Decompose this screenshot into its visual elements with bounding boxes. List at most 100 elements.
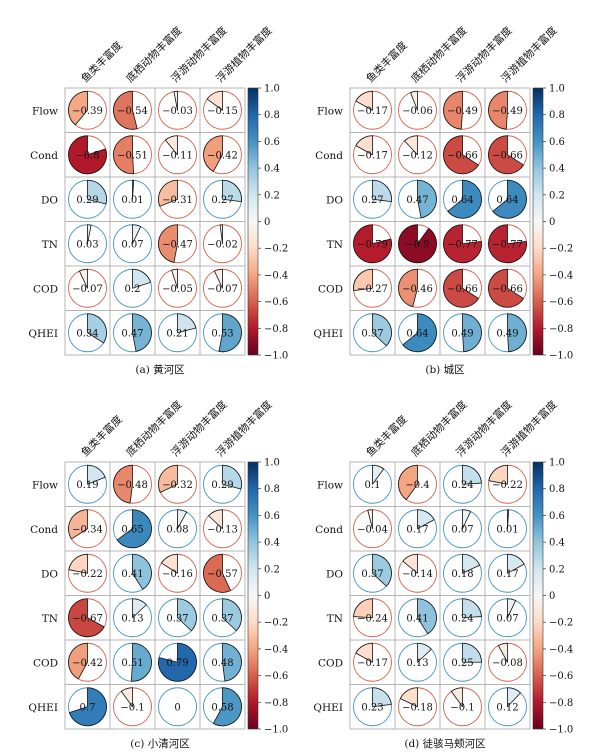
- colorbar-tick-label: 0.8: [549, 110, 565, 121]
- cell-value: 0.37: [361, 328, 383, 339]
- correlation-cell: 0.18: [443, 553, 482, 593]
- cell-value: 0.53: [211, 328, 233, 339]
- row-label: Flow: [317, 479, 343, 491]
- cell-sector: [222, 464, 242, 490]
- correlation-cell: −0.47: [158, 224, 197, 264]
- colorbar-tick-label: 0.6: [549, 511, 565, 522]
- row-label: TN: [327, 613, 343, 625]
- correlation-cell: −0.16: [158, 553, 197, 593]
- cell-sector: [372, 687, 392, 708]
- cell-sector: [116, 509, 152, 549]
- correlation-cell: −0.31: [158, 179, 197, 219]
- cell-sector: [372, 464, 385, 485]
- correlation-cell: −0.66: [488, 135, 527, 175]
- row-label: COD: [318, 657, 343, 669]
- cell-sector: [79, 268, 88, 289]
- correlation-cell: −0.54: [113, 90, 152, 130]
- colorbar-tick-label: 0.8: [264, 110, 280, 121]
- panel-caption: (d) 徒骇马颊河区: [404, 737, 485, 750]
- cell-sector: [212, 687, 242, 727]
- cell-value: 0.23: [361, 702, 383, 713]
- cell-value: 0.37: [166, 613, 188, 624]
- row-label: DO: [41, 568, 58, 580]
- correlation-cell: 0.47: [113, 313, 152, 353]
- correlation-cell: 0.27: [203, 179, 242, 219]
- cell-sector: [203, 135, 223, 172]
- correlation-cell: −0.1: [443, 687, 482, 727]
- cell-value: −0.31: [162, 195, 193, 206]
- correlation-cell: −0.04: [353, 509, 392, 549]
- cell-value: 0.27: [361, 195, 383, 206]
- correlation-cell: −0.51: [113, 135, 152, 175]
- correlation-cell: 0.25: [443, 642, 482, 682]
- cell-value: −0.46: [402, 284, 433, 295]
- correlation-cell: −0.42: [203, 135, 242, 175]
- cell-sector: [372, 553, 392, 587]
- cell-sector: [488, 90, 508, 130]
- cell-value: 0.65: [121, 524, 143, 535]
- cell-value: −0.15: [207, 106, 238, 117]
- correlation-cell: −0.18: [398, 687, 437, 727]
- correlation-cell: 0.48: [203, 642, 242, 682]
- colorbar-tick-label: −0.6: [549, 671, 573, 682]
- cell-sector: [367, 509, 373, 530]
- cell-sector: [132, 224, 141, 245]
- cell-value: −0.22: [492, 480, 523, 491]
- cell-sector: [69, 687, 107, 727]
- correlation-cell: 0.37: [203, 598, 242, 638]
- row-label: DO: [41, 194, 58, 206]
- correlation-cell: −0.07: [203, 268, 242, 308]
- cell-value: −0.07: [72, 284, 103, 295]
- correlation-cell: 0.1: [353, 464, 392, 504]
- correlation-cell: 0.21: [158, 313, 197, 353]
- cell-sector: [158, 464, 178, 493]
- correlation-cell: 0.51: [113, 642, 152, 682]
- cell-sector: [222, 598, 242, 632]
- cell-sector: [219, 224, 223, 245]
- colorbar-tick-label: 0.2: [549, 564, 565, 575]
- cell-sector: [443, 90, 463, 130]
- cell-sector: [161, 553, 178, 574]
- cell-value: −0.02: [207, 239, 238, 250]
- colorbar-tick-label: 0.8: [264, 484, 280, 495]
- cell-value: 0.08: [166, 524, 188, 535]
- cell-value: 0.47: [406, 195, 428, 206]
- cell-sector: [417, 598, 437, 635]
- colorbar-tick-label: 0: [264, 591, 270, 602]
- cell-value: −0.49: [447, 106, 478, 117]
- cell-value: −0.12: [402, 150, 433, 161]
- colorbar: 1.0 0.8 0.6 0.4 0.2 0 −0.2 −0.4 −0.6 −0.8 −1.0: [532, 458, 573, 736]
- row-label: Flow: [317, 105, 343, 117]
- cell-value: −0.17: [357, 658, 388, 669]
- row-label: Cond: [315, 150, 343, 162]
- row-label: QHEI: [313, 702, 343, 714]
- cell-value: −0.24: [357, 613, 388, 624]
- row-label: Flow: [32, 479, 58, 491]
- colorbar-tick-label: −1.0: [549, 725, 573, 736]
- cell-value: −0.57: [207, 569, 238, 580]
- colorbar: 1.0 0.8 0.6 0.4 0.2 0 −0.2 −0.4 −0.6 −0.8 −1.0: [247, 458, 288, 736]
- cell-sector: [497, 642, 508, 663]
- colorbar-tick-label: −0.2: [549, 618, 573, 629]
- correlation-cell: −0.06: [398, 90, 437, 130]
- cell-value: 0.37: [211, 613, 233, 624]
- colorbar-tick-label: −1.0: [549, 351, 573, 362]
- correlation-cell: 0.24: [443, 464, 482, 504]
- cell-value: 0.64: [496, 195, 518, 206]
- cell-value: −0.07: [207, 284, 238, 295]
- cell-value: −0.9: [405, 239, 429, 250]
- cell-sector: [164, 135, 178, 156]
- cell-sector: [68, 553, 88, 574]
- cell-value: 0.07: [121, 239, 143, 250]
- cell-value: 0.01: [121, 195, 143, 206]
- column-label: 鱼类丰富度: [363, 38, 410, 85]
- colorbar-tick-label: −0.8: [549, 324, 573, 335]
- cell-sector: [488, 224, 527, 264]
- cell-value: 0.17: [406, 524, 428, 535]
- correlation-cell: −0.17: [353, 90, 392, 130]
- cell-value: 0.13: [121, 613, 143, 624]
- colorbar-tick-label: 0: [549, 217, 555, 228]
- cell-sector: [68, 598, 105, 638]
- correlation-cell: 0.2: [113, 268, 152, 308]
